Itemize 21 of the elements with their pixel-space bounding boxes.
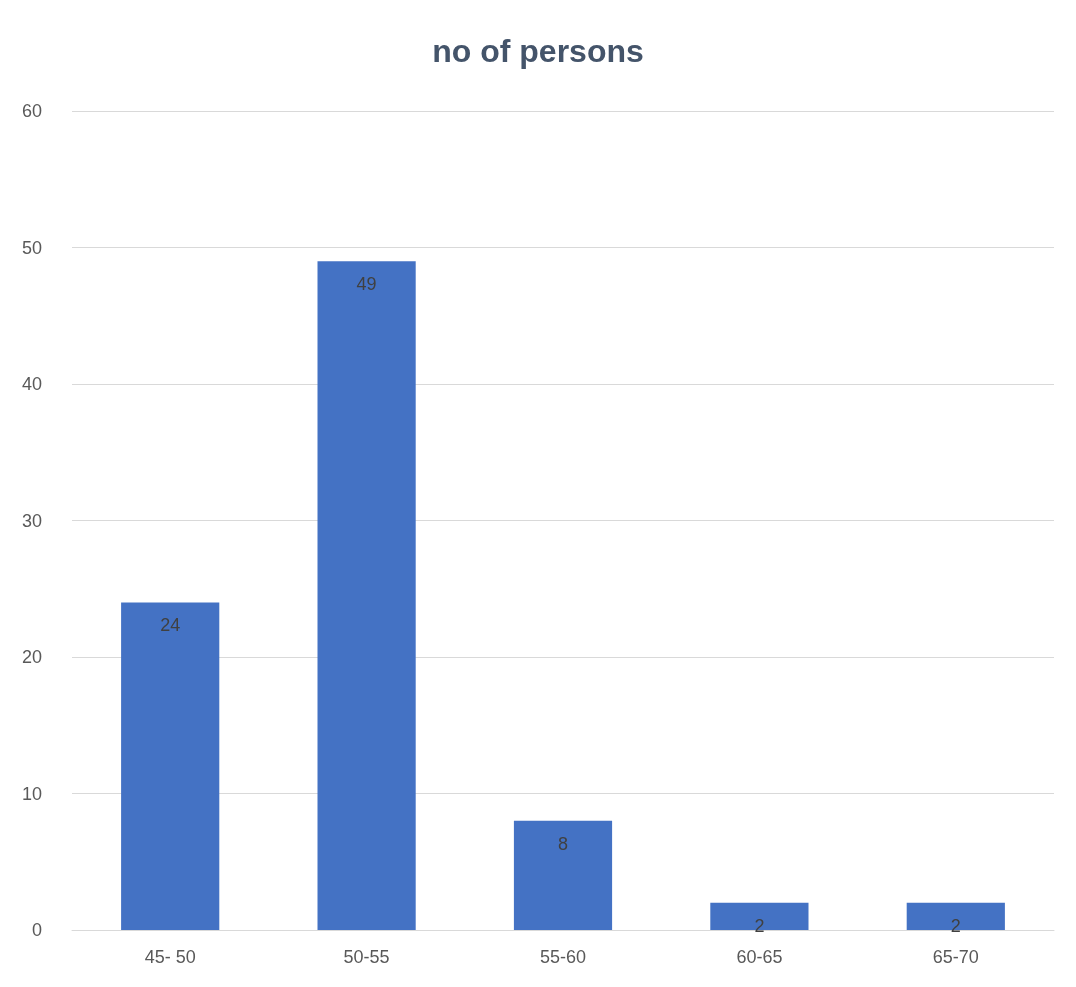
x-tick-label: 65-70 <box>932 947 979 967</box>
y-tick-label: 50 <box>21 237 42 258</box>
y-tick-label: 30 <box>21 510 42 531</box>
bar <box>317 261 416 930</box>
x-tick-label: 55-60 <box>539 947 587 967</box>
data-label: 49 <box>356 274 377 295</box>
y-tick-label: 20 <box>21 647 42 667</box>
x-tick-label: 50-55 <box>343 947 390 967</box>
y-tick-label: 40 <box>21 374 42 394</box>
bar <box>710 902 809 930</box>
data-label: 8 <box>557 833 569 854</box>
chart-title: no of persons <box>432 33 644 69</box>
x-tick-label: 60-65 <box>736 947 783 967</box>
y-tick-label: 0 <box>31 920 42 940</box>
y-tick-label: 60 <box>21 101 42 121</box>
data-label: 24 <box>160 615 181 636</box>
x-tick-label: 45- 50 <box>144 947 196 967</box>
bar <box>121 602 220 930</box>
y-tick-label: 10 <box>21 783 42 804</box>
bar <box>513 820 613 930</box>
bar <box>906 902 1005 930</box>
